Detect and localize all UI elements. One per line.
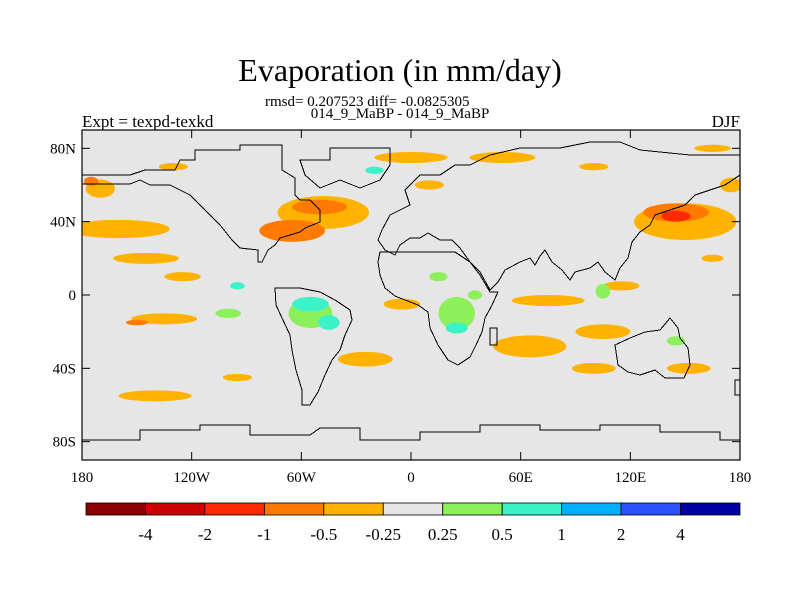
colorbar-swatch-3: [263, 502, 325, 516]
ytick-label: 80S: [53, 435, 76, 451]
anomaly-region-39: [429, 272, 448, 282]
anomaly-region-32: [215, 308, 242, 318]
colorbar-label: 4: [676, 525, 685, 544]
colorbar-label: -1: [257, 525, 271, 544]
anomaly-region-35: [292, 296, 329, 312]
anomaly-region-12: [292, 199, 348, 215]
xtick-label: 180: [729, 470, 752, 486]
colorbar-swatch-0: [85, 502, 146, 516]
anomaly-region-19: [694, 144, 731, 152]
ytick-label: 0: [69, 288, 77, 304]
antarctica-coastline: [82, 424, 740, 441]
anomaly-region-8: [118, 390, 192, 402]
plot-background: [82, 130, 740, 460]
anomaly-region-5: [164, 272, 201, 282]
colorbar-swatch-8: [561, 502, 622, 516]
colorbar-label: -0.25: [366, 525, 401, 544]
axis-ticks: 80N 40N 0 40S 80S 180 120W 60W 0 60E 120E 180: [50, 130, 751, 486]
colorbar-label: 0.5: [492, 525, 513, 544]
colorbar-swatch-9: [620, 502, 681, 516]
north-america-coastline: [82, 144, 321, 263]
anomaly-region-25: [493, 335, 567, 358]
south-america-coastline: [274, 287, 353, 406]
xtick-label: 60E: [509, 470, 533, 486]
xtick-label: 60W: [287, 470, 317, 486]
anomaly-region-31: [602, 281, 640, 291]
experiment-label: Expt = texpd-texkd: [82, 112, 214, 131]
anomaly-region-23: [701, 254, 724, 262]
anomaly-region-4: [113, 252, 179, 264]
xtick-label: 180: [71, 470, 94, 486]
anomaly-region-26: [575, 324, 631, 339]
colorbar-label: -2: [198, 525, 212, 544]
australia-coastline: [614, 317, 691, 379]
ytick-label: 40N: [50, 215, 76, 231]
anomaly-region-16: [365, 166, 384, 174]
colorbar-swatch-4: [323, 502, 384, 516]
anomaly-region-27: [571, 362, 616, 374]
anomaly-region-17: [158, 163, 189, 171]
eurasia-coastline: [377, 141, 740, 291]
colorbar-label: -4: [138, 525, 153, 544]
xtick-label: 120E: [614, 470, 646, 486]
colorbar: -4 -2 -1 -0.5 -0.25 0.25 0.5 1 2 4: [85, 502, 741, 544]
chart-subtitle: 014_9_MaBP - 014_9_MaBP: [310, 106, 490, 122]
anomaly-region-15: [414, 180, 444, 190]
greenland-coastline: [299, 147, 391, 189]
madagascar-coastline: [489, 327, 498, 346]
anomaly-region-2: [83, 176, 99, 186]
colorbar-label: 2: [617, 525, 626, 544]
anomaly-regions: [82, 144, 740, 402]
colorbar-swatch-7: [501, 502, 563, 516]
anomaly-region-30: [337, 351, 393, 367]
anomaly-region-29: [383, 298, 421, 310]
anomaly-region-33: [230, 282, 245, 290]
anomaly-region-18: [579, 163, 609, 171]
colorbar-swatch-5: [382, 502, 444, 516]
anomaly-region-41: [595, 284, 611, 299]
colorbar-label: 1: [557, 525, 566, 544]
anomaly-region-13: [374, 152, 448, 163]
xtick-label: 120W: [173, 470, 211, 486]
colorbar-label: 0.25: [428, 525, 458, 544]
rmsd-diff-stat: rmsd= 0.207523 diff= -0.0825305: [265, 94, 470, 110]
anomaly-region-3: [82, 219, 170, 239]
coastlines: [82, 141, 740, 441]
anomaly-region-11: [259, 219, 326, 242]
anomaly-region-37: [438, 296, 475, 330]
anomaly-region-38: [445, 322, 468, 334]
ytick-label: 80N: [50, 141, 76, 157]
anomaly-region-40: [467, 290, 483, 300]
colorbar-swatch-2: [204, 502, 265, 516]
xtick-label: 0: [407, 470, 415, 486]
africa-coastline: [377, 251, 499, 366]
anomaly-region-14: [469, 152, 536, 163]
colorbar-label: -0.5: [310, 525, 337, 544]
anomaly-region-36: [317, 315, 340, 330]
anomaly-region-0: [719, 177, 740, 193]
anomaly-region-9: [222, 373, 252, 382]
ytick-label: 40S: [53, 361, 76, 377]
chart-title: Evaporation (in mm/day): [238, 52, 562, 88]
colorbar-swatch-1: [145, 502, 206, 516]
anomaly-region-6: [131, 313, 198, 325]
anomaly-region-22: [661, 210, 691, 222]
colorbar-swatch-10: [680, 502, 741, 516]
anomaly-region-24: [511, 295, 585, 306]
anomaly-region-7: [125, 319, 148, 326]
colorbar-swatch-6: [442, 502, 503, 516]
season-label: DJF: [711, 112, 740, 131]
